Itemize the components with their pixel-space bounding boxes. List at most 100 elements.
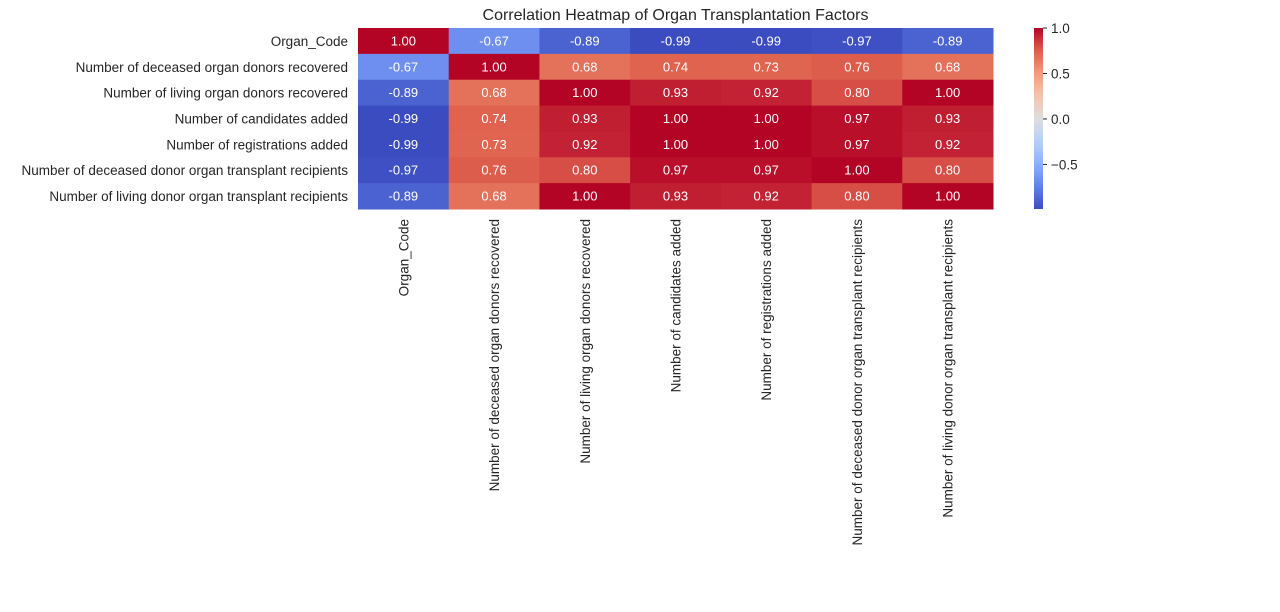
heatmap-cell	[539, 157, 631, 184]
cell-value-label: -0.99	[661, 33, 691, 48]
cell-value-label: 1.00	[935, 85, 960, 100]
colorbar-tick-label: 0.0	[1051, 112, 1070, 127]
cell-value-label: -0.89	[389, 189, 419, 204]
heatmap-cell	[539, 131, 631, 158]
cell-value-label: -0.99	[389, 137, 419, 152]
heatmap-cell	[358, 53, 450, 81]
colorbar-tick-label: 1.0	[1051, 21, 1070, 36]
cell-value-label: -0.89	[933, 33, 963, 48]
cell-value-label: 0.68	[935, 59, 960, 74]
heatmap-cell	[358, 105, 450, 132]
heatmap-cell	[539, 183, 631, 210]
cell-value-label: -0.99	[751, 33, 781, 48]
heatmap-cell	[448, 183, 540, 210]
heatmap-cell	[902, 28, 994, 55]
row-label: Organ_Code	[271, 34, 348, 49]
heatmap-cell	[902, 53, 994, 81]
heatmap-cell	[358, 131, 450, 158]
cell-value-label: 0.93	[663, 85, 688, 100]
cell-value-label: 0.93	[663, 189, 688, 204]
row-label: Number of candidates added	[175, 112, 348, 127]
cell-value-label: 0.97	[663, 163, 688, 178]
heatmap-cell	[358, 79, 450, 107]
cell-value-label: 0.92	[754, 85, 779, 100]
cell-value-label: 0.68	[481, 189, 506, 204]
heatmap-cell	[720, 53, 813, 81]
heatmap-cell	[902, 157, 994, 184]
heatmap-cell	[811, 131, 903, 158]
cell-value-label: 0.74	[663, 59, 688, 74]
cell-value-label: 0.92	[754, 189, 779, 204]
cell-value-label: 0.80	[844, 85, 869, 100]
cell-value-label: 1.00	[663, 111, 688, 126]
heatmap-cell	[448, 28, 540, 55]
cell-value-label: 0.68	[481, 85, 506, 100]
cell-value-label: 0.97	[844, 137, 869, 152]
heatmap-cell	[448, 157, 540, 184]
cell-value-label: 0.76	[844, 59, 869, 74]
heatmap-cells: 1.00 -0.67 -0.89 -0.99 -0.99 -0.97 -0.89 -0.67 1…	[358, 28, 994, 210]
cell-value-label: 1.00	[572, 189, 597, 204]
column-label: Number of registrations added	[759, 219, 774, 401]
column-label: Number of living donor organ transplant …	[941, 219, 956, 518]
cell-value-label: 1.00	[481, 59, 506, 74]
cell-value-label: -0.67	[389, 59, 419, 74]
chart-title: Correlation Heatmap of Organ Transplanta…	[483, 7, 869, 24]
cell-value-label: 0.92	[572, 137, 597, 152]
heatmap-cell	[811, 28, 903, 55]
cell-value-label: -0.89	[570, 33, 600, 48]
cell-value-label: 0.80	[935, 163, 960, 178]
heatmap-cell	[630, 79, 722, 107]
colorbar-tick-label: 0.5	[1051, 66, 1070, 81]
colorbar-gradient	[1034, 28, 1043, 209]
cell-value-label: 0.97	[754, 163, 779, 178]
cell-value-label: 0.80	[572, 163, 597, 178]
cell-value-label: 0.73	[754, 59, 779, 74]
heatmap-cell	[448, 131, 540, 158]
cell-value-label: -0.89	[389, 85, 419, 100]
column-label: Organ_Code	[396, 219, 411, 296]
column-label: Number of deceased donor organ transplan…	[850, 219, 865, 546]
row-label: Number of living donor organ transplant …	[49, 189, 348, 204]
heatmap-cell	[720, 79, 813, 107]
heatmap-cell	[811, 183, 903, 210]
heatmap-cell	[811, 53, 903, 81]
heatmap-cell	[720, 183, 813, 210]
heatmap-cell	[720, 131, 813, 158]
cell-value-label: 1.00	[754, 137, 779, 152]
cell-value-label: 0.93	[572, 111, 597, 126]
cell-value-label: 1.00	[844, 163, 869, 178]
heatmap-cell	[448, 79, 540, 107]
colorbar-tick-label: −0.5	[1051, 157, 1078, 172]
heatmap-cell	[630, 131, 722, 158]
heatmap-cell	[811, 105, 903, 132]
heatmap-cell	[811, 79, 903, 107]
row-label: Number of registrations added	[166, 137, 348, 152]
cell-value-label: -0.99	[389, 111, 419, 126]
heatmap-cell	[720, 157, 813, 184]
heatmap-cell	[902, 131, 994, 158]
cell-value-label: 1.00	[663, 137, 688, 152]
colorbar: 1.0 0.5 0.0 −0.5	[1034, 21, 1078, 209]
heatmap-cell	[630, 157, 722, 184]
heatmap-cell	[358, 157, 450, 184]
heatmap-cell	[902, 183, 994, 210]
heatmap-cell	[720, 105, 813, 132]
cell-value-label: -0.97	[842, 33, 872, 48]
column-label: Number of deceased organ donors recovere…	[487, 219, 502, 491]
heatmap-cell	[902, 105, 994, 132]
cell-value-label: -0.97	[389, 163, 419, 178]
row-label: Number of deceased organ donors recovere…	[76, 60, 348, 75]
column-label: Number of candidates added	[669, 219, 684, 392]
heatmap-cell	[630, 105, 722, 132]
cell-value-label: 0.68	[572, 59, 597, 74]
cell-value-label: 0.92	[935, 137, 960, 152]
cell-value-label: -0.67	[479, 33, 509, 48]
heatmap-cell	[448, 105, 540, 132]
cell-value-label: 1.00	[391, 33, 416, 48]
heatmap-cell	[539, 79, 631, 107]
cell-value-label: 1.00	[935, 189, 960, 204]
heatmap-cell	[358, 183, 450, 210]
cell-value-label: 0.73	[481, 137, 506, 152]
